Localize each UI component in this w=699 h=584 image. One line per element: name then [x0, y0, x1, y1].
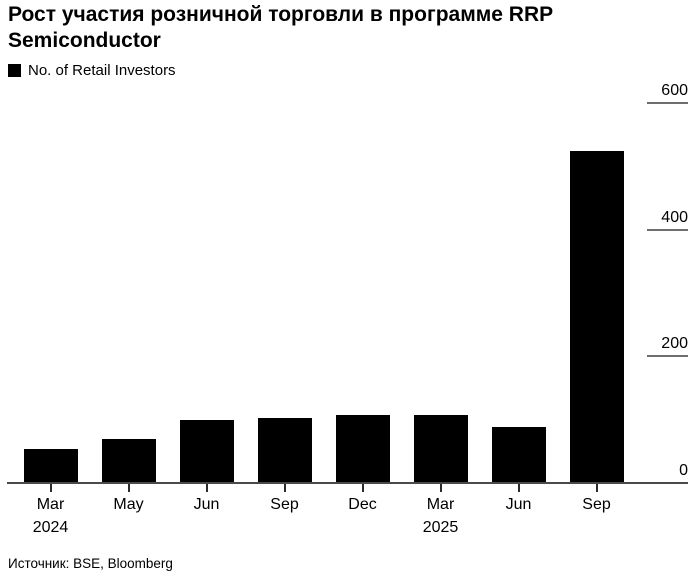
- x-axis-label-month: Sep: [582, 496, 611, 513]
- x-axis-label-month: Jun: [505, 496, 532, 513]
- y-axis-tick: [647, 228, 688, 231]
- y-axis-tick-label: 600: [661, 82, 688, 99]
- x-axis-label-month: May: [113, 496, 144, 513]
- x-axis-label: May: [90, 493, 168, 516]
- y-axis-tick: [647, 355, 688, 358]
- chart-title-line2: Semiconductor: [8, 29, 161, 52]
- x-axis-label: Jun: [480, 493, 558, 516]
- x-axis-tick: [127, 484, 130, 492]
- bar-may: [101, 439, 156, 483]
- legend-swatch-icon: [8, 64, 21, 77]
- x-axis-label: Jun: [168, 493, 246, 516]
- x-axis-label-month: Jun: [193, 496, 220, 513]
- y-axis-tick-label: 0: [679, 462, 688, 479]
- chart-title-line1: Рост участия розничной торговли в програ…: [8, 3, 554, 26]
- x-axis-label-year: 2024: [32, 519, 69, 536]
- legend: No. of Retail Investors: [8, 62, 176, 79]
- legend-label: No. of Retail Investors: [28, 62, 176, 79]
- x-axis-label: Sep: [558, 493, 636, 516]
- y-axis-tick-label: 400: [661, 208, 688, 226]
- x-axis-label-month: Mar: [426, 496, 455, 513]
- x-axis-label: Mar 2025: [402, 493, 480, 539]
- bar-sep: [257, 418, 312, 483]
- x-axis-tick: [205, 484, 208, 492]
- x-axis-line: [7, 482, 688, 484]
- chart-title: Рост участия розничной торговли в програ…: [8, 2, 553, 54]
- x-axis-tick: [283, 484, 286, 492]
- y-axis-tick: [647, 102, 688, 104]
- x-axis-tick: [517, 484, 520, 492]
- y-axis-tick-label: 200: [661, 335, 688, 353]
- x-axis-label-month: Dec: [348, 496, 377, 513]
- bar-dec: [335, 415, 390, 483]
- bar-jun: [491, 427, 546, 483]
- x-axis-tick: [595, 484, 598, 492]
- x-axis-label-year: 2025: [422, 519, 459, 536]
- x-axis-label-month: Mar: [36, 496, 65, 513]
- x-axis-tick: [361, 484, 364, 492]
- x-axis-label: Mar 2024: [12, 493, 90, 539]
- x-axis-label-month: Sep: [270, 496, 299, 513]
- bar-mar-2025: [413, 415, 468, 483]
- source-note: Источник: BSE, Bloomberg: [8, 556, 173, 571]
- bar-sep: [569, 151, 624, 483]
- bar-jun: [179, 420, 234, 483]
- x-axis-label: Sep: [246, 493, 324, 516]
- x-axis-label: Dec: [324, 493, 402, 516]
- bar-mar-2024: [23, 449, 78, 483]
- x-axis-tick: [49, 484, 52, 492]
- x-axis-tick: [439, 484, 442, 492]
